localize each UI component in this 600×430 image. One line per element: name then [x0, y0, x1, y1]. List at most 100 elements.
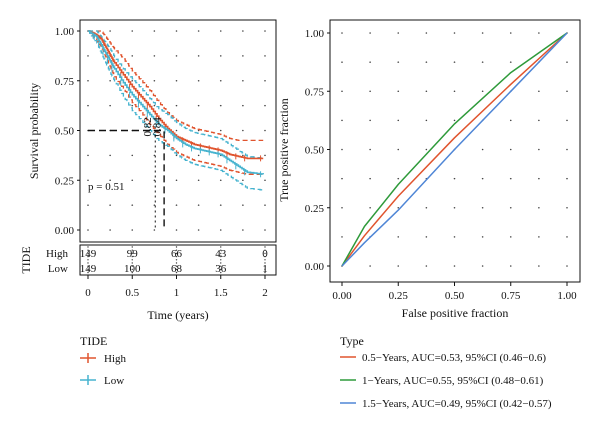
km-median-label-high: 0.82: [142, 117, 154, 136]
roc-y-axis-label: True positive fraction: [277, 98, 291, 202]
km-x-tick-label: 2: [262, 287, 268, 299]
km-grid-dot: [264, 229, 266, 231]
km-grid-dot: [242, 179, 244, 182]
roc-grid-dot: [509, 177, 512, 180]
roc-grid-dot: [341, 119, 343, 122]
roc-grid-dot: [397, 90, 400, 93]
km-grid-dot: [175, 229, 178, 231]
roc-grid: [341, 32, 568, 267]
roc-y-tick-label: 0.50: [305, 145, 325, 157]
km-median-guide: [88, 129, 165, 230]
risk-grid-dot: [220, 249, 222, 251]
roc-grid-dot: [341, 177, 343, 180]
km-grid-dot: [109, 179, 111, 182]
km-grid-dot: [153, 55, 156, 57]
km-x-tick-label: 1: [174, 287, 180, 299]
km-grid-dot: [109, 229, 111, 231]
risk-grid-dot: [264, 265, 266, 267]
roc-y-tick-label: 1.00: [305, 28, 325, 40]
km-y-ticks: 0.00 0.25 0.50 0.75 1.00: [55, 26, 80, 237]
km-p-value: p = 0.51: [88, 181, 124, 193]
roc-grid-dot: [369, 177, 371, 180]
km-x-tick-label: 0: [85, 287, 91, 299]
risk-count-high: 43: [215, 248, 227, 260]
km-grid-dot: [242, 204, 244, 206]
roc-grid-dot: [397, 206, 400, 209]
km-grid-dot: [264, 30, 266, 32]
km-median-label-low: 0.84: [151, 117, 163, 137]
risk-grid-dot: [264, 246, 266, 248]
roc-grid-dot: [538, 32, 540, 34]
km-grid-dot: [219, 204, 222, 206]
risk-grid-dot: [175, 271, 178, 274]
km-grid-dot: [109, 104, 111, 107]
km-grid-dot: [175, 79, 178, 82]
km-grid-dot: [242, 129, 244, 132]
roc-x-tick-label: 0.50: [445, 290, 465, 302]
roc-grid-dot: [397, 119, 400, 122]
roc-y-tick-label: 0.75: [305, 86, 325, 98]
km-grid-dot: [87, 55, 89, 57]
roc-grid-dot: [341, 90, 343, 93]
roc-grid-dot: [397, 265, 400, 267]
roc-x-tick-label: 0.75: [501, 290, 521, 302]
km-y-tick-label: 0.25: [55, 175, 75, 187]
risk-grid-dot: [175, 259, 178, 261]
km-grid-dot: [87, 79, 89, 82]
roc-grid-dot: [481, 148, 484, 151]
km-grid-dot: [175, 55, 178, 57]
roc-grid-dot: [369, 265, 371, 267]
roc-grid-dot: [425, 61, 428, 63]
km-grid-dot: [219, 179, 222, 182]
roc-curve-2: [341, 32, 568, 267]
km-y-tick-label: 0.50: [55, 126, 75, 138]
km-grid-dot: [264, 154, 266, 157]
risk-count-low: 68: [171, 263, 183, 275]
roc-grid-dot: [481, 236, 484, 238]
roc-grid-dot: [481, 32, 484, 34]
km-grid-dot: [242, 229, 244, 231]
km-grid-dot: [175, 129, 178, 132]
roc-y-tick-label: 0.00: [305, 261, 325, 273]
roc-grid-dot: [566, 177, 568, 180]
roc-grid-dot: [509, 61, 512, 63]
roc-grid-dot: [566, 90, 568, 93]
roc-grid-dot: [453, 206, 456, 209]
km-grid-dot: [175, 30, 178, 32]
roc-grid-dot: [566, 119, 568, 122]
risk-grid-dot: [87, 271, 89, 274]
risk-table-title: TIDE: [19, 246, 33, 273]
risk-grid-dot: [220, 259, 222, 261]
risk-grid-dot: [220, 271, 222, 274]
km-grid-dot: [242, 104, 244, 107]
roc-grid-dot: [425, 148, 428, 151]
roc-grid-dot: [481, 90, 484, 93]
risk-grid-dot: [87, 252, 89, 255]
roc-grid-dot: [566, 236, 568, 238]
risk-grid-dot: [131, 259, 133, 261]
roc-y-ticks: 0.00 0.25 0.50 0.75 1.00: [305, 28, 330, 273]
risk-count-high: 0: [262, 248, 268, 260]
roc-grid-dot: [425, 236, 428, 238]
km-grid-dot: [131, 30, 134, 32]
roc-grid-dot: [538, 236, 540, 238]
km-grid-dot: [264, 55, 266, 57]
roc-x-axis-label: False positive fraction: [402, 306, 509, 320]
risk-grid-dot: [264, 262, 266, 264]
risk-grid-dot: [131, 252, 133, 255]
roc-grid-dot: [369, 148, 371, 151]
roc-x-ticks: 0.00 0.25 0.50 0.75 1.00: [332, 282, 577, 302]
roc-grid-dot: [509, 119, 512, 122]
km-grid-dot: [131, 229, 134, 231]
roc-grid-dot: [369, 206, 371, 209]
km-grid-dot: [219, 30, 222, 32]
roc-grid-dot: [509, 206, 512, 209]
risk-grid-dot: [264, 259, 266, 261]
roc-grid-dot: [453, 236, 456, 238]
roc-grid-dot: [341, 32, 343, 34]
risk-grid-dot: [175, 252, 178, 255]
roc-curve-0: [341, 32, 568, 267]
km-y-tick-label: 1.00: [55, 26, 75, 38]
roc-curve-1: [341, 32, 568, 267]
roc-grid-dot: [509, 148, 512, 151]
